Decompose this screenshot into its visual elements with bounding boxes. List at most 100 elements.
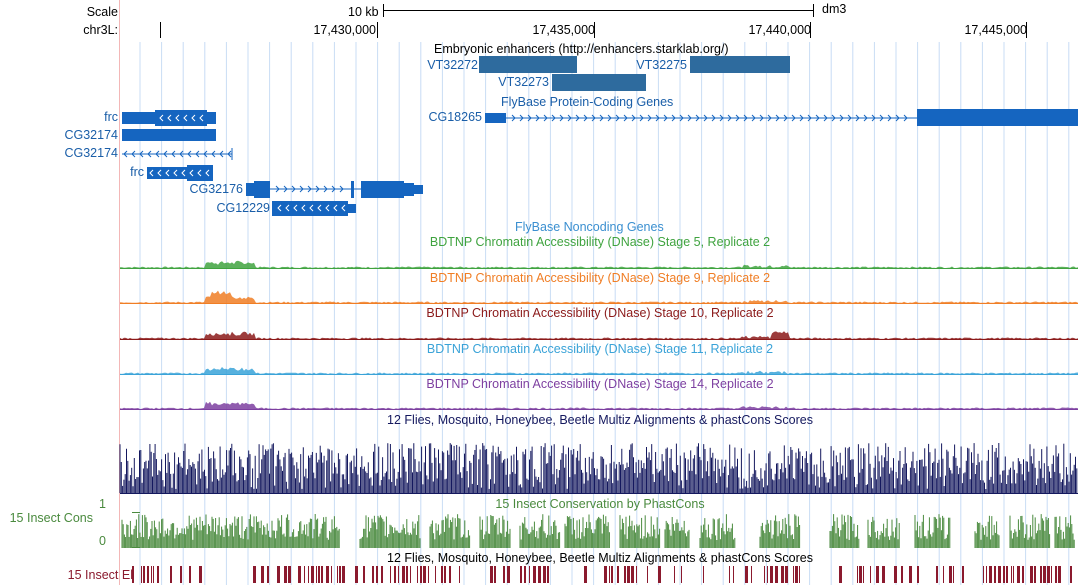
strand-arrow xyxy=(203,150,208,158)
conserved-element xyxy=(355,566,358,583)
phastcons-side-label[interactable]: 15 Insect Cons xyxy=(9,511,93,525)
position-label: 17,440,000 xyxy=(748,23,811,37)
assembly-label: dm3 xyxy=(822,2,847,16)
strand-arrow xyxy=(275,185,280,193)
strand-arrow xyxy=(839,114,844,122)
strand-arrow xyxy=(695,114,700,122)
gene-exon xyxy=(404,183,414,196)
conserved-element xyxy=(1055,566,1057,583)
strand-arrow xyxy=(195,150,200,158)
gene-label-cg32174-2[interactable]: CG32174 xyxy=(64,146,118,160)
strand-arrow xyxy=(607,114,612,122)
strand-arrow xyxy=(583,114,588,122)
gene-label-cg32176[interactable]: CG32176 xyxy=(189,182,243,196)
conserved-element xyxy=(681,566,682,583)
strand-arrow xyxy=(815,114,820,122)
track-title-multiz[interactable]: 12 Flies, Mosquito, Honeybee, Beetle Mul… xyxy=(387,413,813,427)
conserved-element xyxy=(189,566,191,583)
strand-arrow xyxy=(309,204,314,212)
strand-arrow xyxy=(623,114,628,122)
conserved-element xyxy=(799,566,800,583)
strand-arrow xyxy=(895,114,900,122)
track-title-dnase-stage9[interactable]: BDTNP Chromatin Accessibility (DNase) St… xyxy=(429,271,771,285)
strand-arrow xyxy=(559,114,564,122)
gene-label-frc[interactable]: frc xyxy=(104,110,118,124)
strand-arrow xyxy=(783,114,788,122)
track-title-protein-coding[interactable]: FlyBase Protein-Coding Genes xyxy=(501,95,674,109)
strand-arrow xyxy=(751,114,756,122)
strand-arrow xyxy=(333,204,338,212)
conserved-element xyxy=(410,566,411,583)
conserved-element xyxy=(503,566,505,583)
gene-label-frc-2[interactable]: frc xyxy=(130,165,144,179)
conserved-element xyxy=(775,566,778,583)
conserved-element xyxy=(132,566,134,583)
gene-label-cg18265[interactable]: CG18265 xyxy=(428,110,482,124)
gene-label-cg12229[interactable]: CG12229 xyxy=(216,201,270,215)
conserved-element xyxy=(277,566,280,583)
strand-arrow xyxy=(719,114,724,122)
strand-arrow xyxy=(903,114,908,122)
strand-arrow xyxy=(759,114,764,122)
track-title-enhancers[interactable]: Embryonic enhancers (http://enhancers.st… xyxy=(434,42,729,56)
track-title-noncoding[interactable]: FlyBase Noncoding Genes xyxy=(515,220,664,234)
conserved-element xyxy=(342,566,345,583)
gene-label-cg32174[interactable]: CG32174 xyxy=(64,128,118,142)
strand-arrow xyxy=(175,114,180,122)
conserved-element xyxy=(994,566,996,583)
enhancer-label-vt32273[interactable]: VT32273 xyxy=(498,75,549,89)
enhancer-label-vt32272[interactable]: VT32272 xyxy=(427,58,478,72)
track-title-dnase-stage14[interactable]: BDTNP Chromatin Accessibility (DNase) St… xyxy=(426,377,774,391)
conserved-element xyxy=(311,566,314,583)
conserved-element xyxy=(199,566,202,583)
track-title-elements[interactable]: 12 Flies, Mosquito, Honeybee, Beetle Mul… xyxy=(387,551,813,565)
strand-arrow xyxy=(799,114,804,122)
conserved-element xyxy=(547,566,549,583)
conserved-element xyxy=(624,566,626,583)
strand-arrow xyxy=(341,204,346,212)
conserved-element xyxy=(1051,566,1052,583)
strand-arrow xyxy=(735,114,740,122)
conserved-element xyxy=(284,566,287,583)
enhancer-label-vt32275[interactable]: VT32275 xyxy=(636,58,687,72)
strand-arrow xyxy=(315,185,320,193)
conserved-element xyxy=(617,566,619,583)
strand-arrow xyxy=(871,114,876,122)
chrom-label: chr3L: xyxy=(83,23,118,37)
conserved-element xyxy=(658,566,661,583)
track-title-dnase-stage11[interactable]: BDTNP Chromatin Accessibility (DNase) St… xyxy=(426,342,774,356)
strand-arrow xyxy=(293,204,298,212)
conserved-element xyxy=(770,566,773,583)
conserved-element xyxy=(143,566,145,583)
strand-arrow xyxy=(191,114,196,122)
track-title-phastcons[interactable]: 15 Insect Conservation by PhastCons xyxy=(495,497,705,511)
phastcons-axis-min: 0 xyxy=(99,534,106,548)
conserved-element xyxy=(417,566,418,583)
gene-exon xyxy=(147,167,187,179)
dnase-signal xyxy=(120,290,1078,303)
conserved-element xyxy=(1034,566,1036,583)
conserved-element xyxy=(381,566,383,583)
conserved-element xyxy=(533,566,536,583)
conserved-element xyxy=(390,566,391,583)
conserved-element xyxy=(363,566,365,583)
strand-arrow xyxy=(211,150,216,158)
conserved-element xyxy=(674,566,675,583)
strand-arrow xyxy=(219,150,224,158)
conserved-element xyxy=(764,566,765,583)
conserved-element xyxy=(636,566,637,583)
track-title-dnase-stage10[interactable]: BDTNP Chromatin Accessibility (DNase) St… xyxy=(426,306,774,320)
conserved-element xyxy=(751,566,752,583)
strand-arrow xyxy=(527,114,532,122)
conserved-element xyxy=(1011,566,1012,583)
conserved-element xyxy=(1040,566,1042,583)
conserved-element xyxy=(376,566,378,583)
strand-arrow xyxy=(181,169,186,177)
strand-arrow xyxy=(831,114,836,122)
elements-side-label[interactable]: 15 Insect El xyxy=(67,568,133,582)
track-title-dnase-stage5[interactable]: BDTNP Chromatin Accessibility (DNase) St… xyxy=(429,235,771,249)
strand-arrow xyxy=(823,114,828,122)
conserved-element xyxy=(326,566,329,583)
